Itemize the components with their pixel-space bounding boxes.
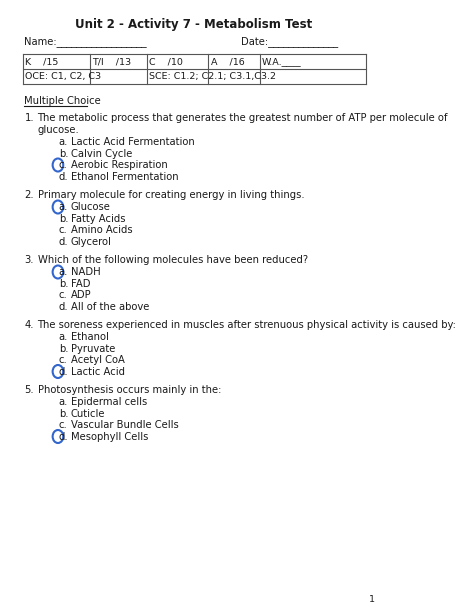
Text: Epidermal cells: Epidermal cells	[71, 397, 147, 407]
Text: Calvin Cycle: Calvin Cycle	[71, 148, 132, 159]
Text: Date:______________: Date:______________	[241, 36, 338, 47]
Text: 5.: 5.	[25, 385, 34, 395]
Text: Lactic Acid Fermentation: Lactic Acid Fermentation	[71, 137, 195, 147]
Text: All of the above: All of the above	[71, 302, 149, 311]
Text: Which of the following molecules have been reduced?: Which of the following molecules have be…	[37, 255, 308, 265]
Text: Name:__________________: Name:__________________	[25, 36, 147, 47]
Text: 2.: 2.	[25, 190, 34, 200]
Text: SCE: C1.2; C2.1; C3.1,C3.2: SCE: C1.2; C2.1; C3.1,C3.2	[149, 72, 276, 81]
Text: FAD: FAD	[71, 278, 91, 289]
Text: The soreness experienced in muscles after strenuous physical activity is caused : The soreness experienced in muscles afte…	[37, 320, 456, 330]
Text: 4.: 4.	[25, 320, 34, 330]
Text: Vascular Bundle Cells: Vascular Bundle Cells	[71, 420, 179, 430]
Text: d.: d.	[59, 302, 68, 311]
Text: Multiple Choice: Multiple Choice	[25, 96, 101, 106]
Text: a.: a.	[59, 397, 68, 407]
Text: ADP: ADP	[71, 290, 91, 300]
Text: glucose.: glucose.	[37, 125, 79, 135]
Text: The metabolic process that generates the greatest number of ATP per molecule of: The metabolic process that generates the…	[37, 113, 448, 123]
Text: Photosynthesis occurs mainly in the:: Photosynthesis occurs mainly in the:	[37, 385, 221, 395]
Text: 1.: 1.	[25, 113, 34, 123]
Text: a.: a.	[59, 332, 68, 342]
Text: a.: a.	[59, 202, 68, 212]
Text: 1: 1	[369, 595, 375, 604]
Text: a.: a.	[59, 267, 68, 277]
Text: NADH: NADH	[71, 267, 100, 277]
Text: c.: c.	[59, 355, 67, 365]
Text: d.: d.	[59, 172, 68, 181]
Text: Cuticle: Cuticle	[71, 408, 106, 419]
Text: K    /15: K /15	[25, 57, 59, 66]
Text: b.: b.	[59, 148, 68, 159]
Text: A    /16: A /16	[210, 57, 244, 66]
Text: Glucose: Glucose	[71, 202, 111, 212]
Text: d.: d.	[59, 432, 68, 441]
Text: Fatty Acids: Fatty Acids	[71, 213, 126, 224]
Text: c.: c.	[59, 420, 67, 430]
Text: Acetyl CoA: Acetyl CoA	[71, 355, 125, 365]
Text: d.: d.	[59, 237, 68, 246]
Text: b.: b.	[59, 278, 68, 289]
Text: Ethanol: Ethanol	[71, 332, 109, 342]
Text: b.: b.	[59, 343, 68, 354]
Text: Pyruvate: Pyruvate	[71, 343, 115, 354]
Text: Lactic Acid: Lactic Acid	[71, 367, 125, 376]
Text: b.: b.	[59, 408, 68, 419]
Text: Unit 2 - Activity 7 - Metabolism Test: Unit 2 - Activity 7 - Metabolism Test	[75, 18, 312, 31]
Text: 3.: 3.	[25, 255, 34, 265]
Text: Mesophyll Cells: Mesophyll Cells	[71, 432, 148, 441]
Text: Primary molecule for creating energy in living things.: Primary molecule for creating energy in …	[37, 190, 304, 200]
Text: b.: b.	[59, 213, 68, 224]
Text: c.: c.	[59, 290, 67, 300]
Text: a.: a.	[59, 137, 68, 147]
Text: OCE: C1, C2, C3: OCE: C1, C2, C3	[25, 72, 101, 81]
Text: Ethanol Fermentation: Ethanol Fermentation	[71, 172, 179, 181]
Text: c.: c.	[59, 160, 67, 170]
Text: Aerobic Respiration: Aerobic Respiration	[71, 160, 168, 170]
Text: T/I    /13: T/I /13	[92, 57, 131, 66]
Text: d.: d.	[59, 367, 68, 376]
Text: c.: c.	[59, 225, 67, 235]
Text: C    /10: C /10	[149, 57, 183, 66]
Text: W.A.____: W.A.____	[262, 57, 301, 66]
Text: Glycerol: Glycerol	[71, 237, 112, 246]
Text: Amino Acids: Amino Acids	[71, 225, 133, 235]
